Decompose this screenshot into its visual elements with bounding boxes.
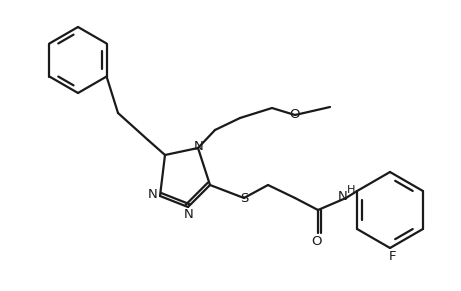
Text: N: N [184, 207, 194, 221]
Text: H: H [347, 185, 355, 195]
Text: N: N [194, 141, 204, 153]
Text: S: S [240, 191, 248, 205]
Text: O: O [290, 107, 300, 120]
Text: N: N [148, 189, 158, 201]
Text: O: O [312, 235, 322, 248]
Text: F: F [388, 250, 396, 263]
Text: N: N [338, 191, 348, 203]
